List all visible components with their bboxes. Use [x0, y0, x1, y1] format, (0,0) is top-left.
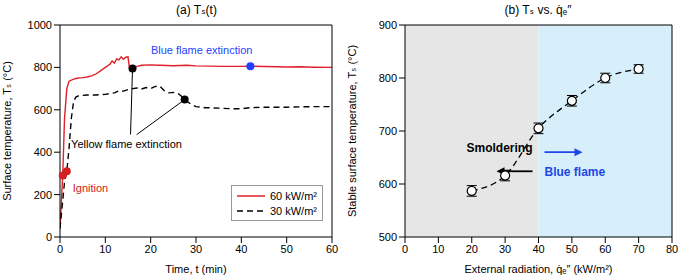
svg-text:1000: 1000 — [28, 19, 52, 31]
svg-text:800: 800 — [34, 61, 52, 73]
svg-text:700: 700 — [379, 125, 397, 137]
svg-text:Ignition: Ignition — [73, 182, 108, 194]
svg-text:400: 400 — [34, 146, 52, 158]
svg-text:0: 0 — [46, 231, 52, 243]
svg-text:Surface temperature, Tₛ (°C): Surface temperature, Tₛ (°C) — [1, 61, 13, 201]
svg-text:Blue flame extinction: Blue flame extinction — [151, 44, 253, 56]
svg-text:50: 50 — [566, 243, 578, 255]
svg-text:800: 800 — [379, 72, 397, 84]
svg-text:70: 70 — [633, 243, 645, 255]
svg-text:Stable surface temperature, Tₛ: Stable surface temperature, Tₛ (°C) — [346, 45, 358, 217]
svg-text:60: 60 — [599, 243, 611, 255]
svg-text:200: 200 — [34, 189, 52, 201]
svg-text:10: 10 — [99, 243, 111, 255]
html-text:(b) Tₛ vs. q̇ₑ″: (b) Tₛ vs. q̇ₑ″ — [504, 3, 572, 17]
html-text:(a) Tₛ(t): (a) Tₛ(t) — [176, 3, 217, 17]
svg-text:60: 60 — [326, 243, 338, 255]
svg-text:30: 30 — [499, 243, 511, 255]
svg-text:Yellow flame extinction: Yellow flame extinction — [71, 138, 182, 150]
svg-text:600: 600 — [34, 104, 52, 116]
svg-text:30: 30 — [190, 243, 202, 255]
svg-text:80: 80 — [666, 243, 678, 255]
svg-text:50: 50 — [281, 243, 293, 255]
svg-text:900: 900 — [379, 19, 397, 31]
svg-text:0: 0 — [57, 243, 63, 255]
svg-text:External radiation, q̇ₑ″ (kW/m: External radiation, q̇ₑ″ (kW/m²) — [465, 263, 613, 275]
svg-text:20: 20 — [145, 243, 157, 255]
svg-text:Smoldering: Smoldering — [466, 141, 532, 155]
svg-text:10: 10 — [432, 243, 444, 255]
svg-text:40: 40 — [532, 243, 544, 255]
svg-text:0: 0 — [402, 243, 408, 255]
html-text:60 kW/m²: 60 kW/m² — [269, 189, 317, 202]
svg-text:600: 600 — [379, 178, 397, 190]
svg-text:40: 40 — [235, 243, 247, 255]
svg-text:Time, t (min): Time, t (min) — [165, 263, 226, 275]
svg-text:Blue flame: Blue flame — [545, 165, 606, 179]
html-text:30 kW/m²: 30 kW/m² — [269, 204, 317, 217]
svg-text:20: 20 — [466, 243, 478, 255]
svg-text:500: 500 — [379, 231, 397, 243]
